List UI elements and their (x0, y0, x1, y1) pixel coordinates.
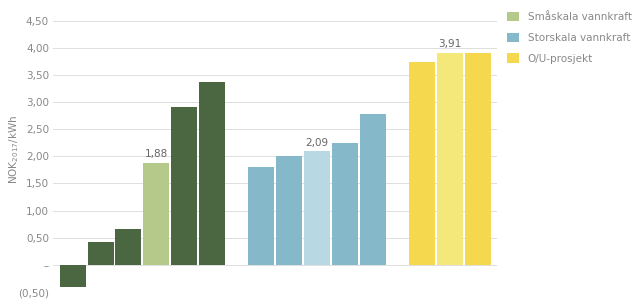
Bar (304, 151, 330, 265)
Text: 2,09: 2,09 (305, 138, 328, 148)
Bar (116, 228, 141, 265)
Bar (276, 156, 302, 265)
Bar (88, 242, 114, 265)
Bar (59, 265, 86, 276)
Legend: Småskala vannkraft, Storskala vannkraft, O/U-prosjekt: Småskala vannkraft, Storskala vannkraft,… (507, 12, 631, 64)
Bar (88, 242, 114, 265)
Bar (409, 62, 435, 265)
Bar (143, 163, 169, 265)
Text: 3,91: 3,91 (438, 39, 461, 49)
Bar (171, 107, 197, 265)
Text: 1,88: 1,88 (145, 149, 168, 159)
Bar (248, 167, 274, 265)
Bar (276, 156, 302, 265)
Bar (143, 163, 169, 265)
Bar (304, 151, 330, 265)
Bar (436, 52, 463, 265)
Bar (59, 276, 86, 287)
Bar (409, 62, 435, 265)
Bar (332, 143, 358, 265)
Bar (199, 82, 225, 265)
Bar (465, 52, 491, 265)
Bar (171, 107, 197, 265)
Y-axis label: NOK$_{2017}$/kWh: NOK$_{2017}$/kWh (7, 115, 20, 184)
Bar (436, 52, 463, 265)
Bar (199, 82, 225, 265)
Bar (332, 143, 358, 265)
Bar (248, 167, 274, 265)
Bar (360, 114, 386, 265)
Bar (465, 52, 491, 265)
Bar (360, 114, 386, 265)
Bar (116, 228, 141, 265)
